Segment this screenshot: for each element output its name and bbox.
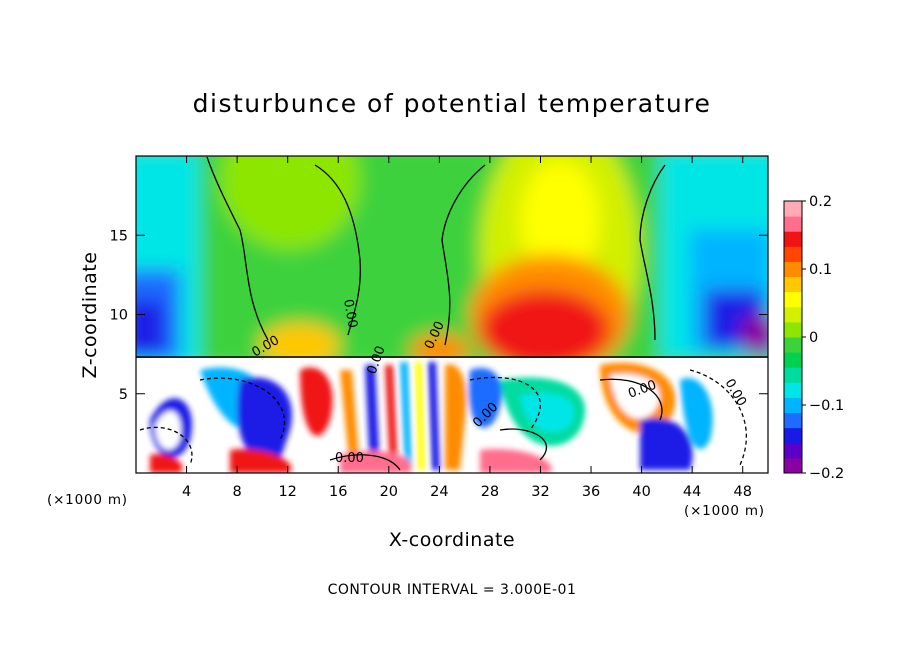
colorbar-cell: [784, 427, 802, 444]
y-tick-label: 10: [110, 308, 128, 324]
colorbar-cell: [784, 367, 802, 383]
plot-area: 0.00 0.00 0.00 0.00 0.00 0.00 0.00 0.00: [135, 155, 769, 474]
lower-field: [136, 358, 768, 473]
contour-interval-note: CONTOUR INTERVAL = 3.000E-01: [328, 582, 577, 598]
colorbar-tick-label: −0.1: [809, 398, 844, 414]
contour-lines: [136, 156, 768, 471]
x-tick-label: 4: [182, 484, 191, 500]
colorbar: 0.2 0.1 0 −0.1 −0.2: [783, 194, 844, 482]
colorbar-tick-label: 0.1: [809, 262, 832, 278]
x-axis-title: X-coordinate: [389, 529, 515, 551]
x-tick-label: 8: [233, 484, 242, 500]
colorbar-cell: [784, 382, 802, 398]
colorbar-cell: [784, 397, 802, 414]
colorbar-tick-label: 0: [809, 330, 818, 346]
colorbar-cell: [784, 337, 802, 353]
colorbar-cell: [784, 291, 802, 308]
colorbar-cell: [784, 246, 802, 262]
contour-label: 0.00: [340, 298, 360, 329]
x-tick-label: 44: [683, 484, 701, 500]
x-tick-label: 36: [582, 484, 600, 500]
colorbar-cell: [784, 321, 802, 338]
y-tick-label: 15: [110, 228, 128, 244]
contour-labels: 0.00 0.00 0.00 0.00 0.00 0.00 0.00 0.00: [250, 298, 750, 466]
y-axis: 5 10 15: [110, 228, 768, 403]
colorbar-cell: [784, 457, 802, 474]
x-tick-label: 16: [329, 484, 347, 500]
x-tick-label: 24: [430, 484, 448, 500]
colorbar-tick-label: −0.2: [809, 466, 844, 482]
x-origin-unit-label: (×1000 m): [47, 492, 128, 508]
x-tick-label: 40: [632, 484, 650, 500]
colorbar-cell: [784, 216, 802, 232]
colorbar-cell: [784, 306, 802, 323]
x-tick-label: 48: [733, 484, 751, 500]
colorbar-cell: [784, 201, 802, 217]
colorbar-cell: [784, 261, 802, 278]
colorbar-cell: [784, 231, 802, 247]
colorbar-cell: [784, 412, 802, 429]
contour-label: 0.00: [335, 451, 364, 466]
x-end-unit-label: (×1000 m): [684, 503, 765, 519]
colorbar-tick-label: 0.2: [809, 194, 832, 210]
colorbar-cell: [784, 442, 802, 459]
colorbar-cell: [784, 352, 802, 368]
x-tick-label: 32: [531, 484, 549, 500]
x-tick-label: 20: [380, 484, 398, 500]
colorbar-cell: [784, 276, 802, 293]
chart-title: disturbunce of potential temperature: [193, 89, 712, 118]
x-axis: 4 8 12 16 20 24 28 32 36 40 44 48: [182, 156, 752, 500]
x-tick-label: 28: [481, 484, 499, 500]
y-axis-title: Z-coordinate: [79, 252, 101, 379]
x-tick-label: 12: [278, 484, 296, 500]
upper-field: [136, 156, 768, 380]
y-tick-label: 5: [119, 387, 128, 403]
